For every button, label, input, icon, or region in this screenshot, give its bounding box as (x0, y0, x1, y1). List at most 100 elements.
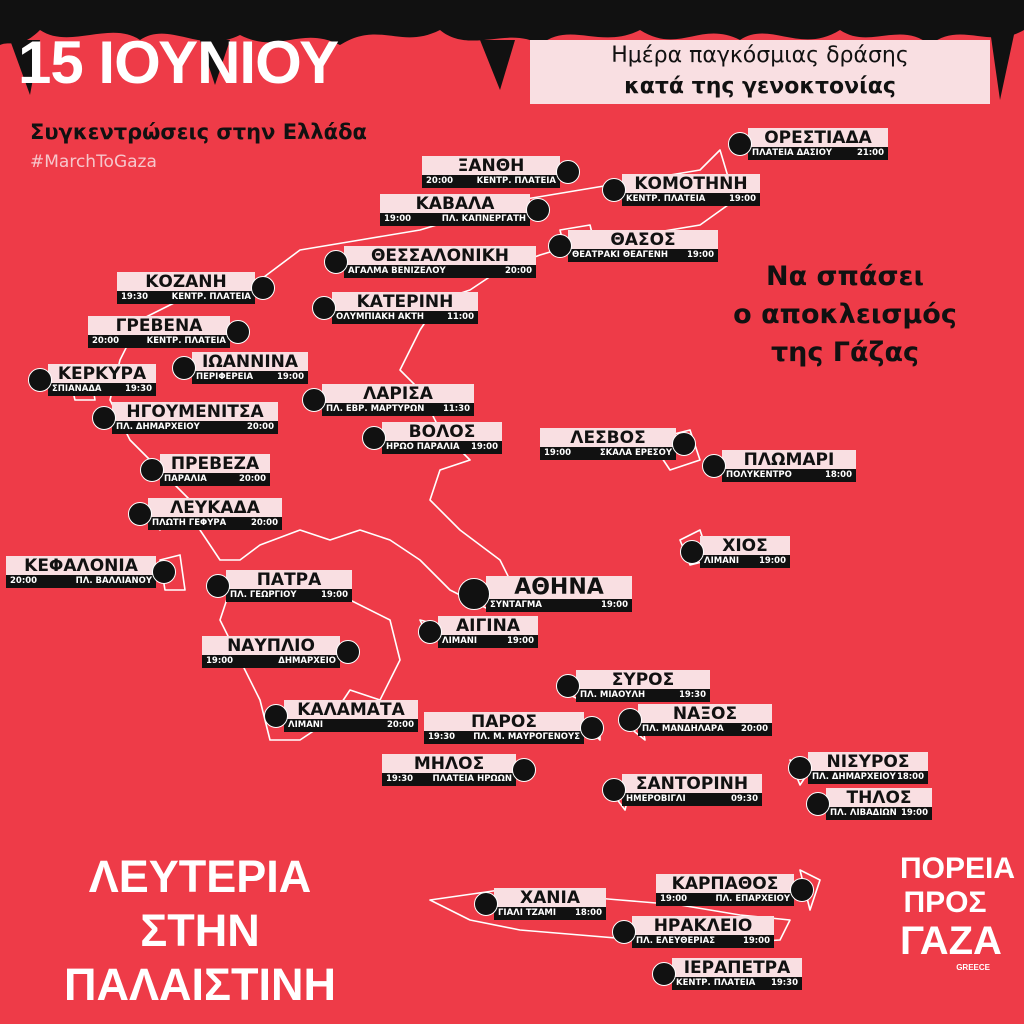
location-name: ΟΡΕΣΤΙΑΔΑ (748, 128, 888, 147)
location-details: ΛΙΜΑΝΙ 19:00 (700, 555, 790, 568)
time: 19:00 (384, 214, 412, 224)
location-dot (672, 432, 696, 456)
location-label: ΓΡΕΒΕΝΑ 20:00 ΚΕΝΤΡ. ΠΛΑΤΕΙΑ (88, 316, 230, 348)
location-label: ΙΩΑΝΝΙΝΑ ΠΕΡΙΦΕΡΕΙΑ 19:00 (192, 352, 308, 384)
location-dot (458, 578, 490, 610)
place: ΟΛΥΜΠΙΑΚΗ ΑΚΤΗ (336, 312, 425, 322)
location-details: 20:00 ΠΛ. ΒΑΛΛΙΑΝΟΥ (6, 575, 156, 588)
location-details: ΗΜΕΡΟΒΙΓΛΙ 09:30 (622, 793, 762, 806)
location-details: ΘΕΑΤΡΑΚΙ ΘΕΑΓΕΝΗ 19:00 (568, 249, 718, 262)
location-details: ΠΛ. ΛΙΒΑΔΙΩΝ 19:00 (826, 807, 932, 820)
time: 19:00 (600, 600, 628, 610)
location-name: ΙΕΡΑΠΕΤΡΑ (672, 958, 802, 977)
marching-silhouettes (0, 0, 1024, 100)
time: 20:00 (386, 720, 414, 730)
location-dot (128, 502, 152, 526)
location-name: ΚΑΡΠΑΘΟΣ (656, 874, 794, 893)
place: ΔΗΜΑΡΧΕΙΟ (278, 656, 336, 666)
place: ΠΑΡΑΛΙΑ (164, 474, 207, 484)
time: 19:30 (678, 690, 706, 700)
location-name: ΚΟΜΟΤΗΝΗ (622, 174, 760, 193)
place: ΚΕΝΤΡ. ΠΛΑΤΕΙΑ (676, 978, 756, 988)
place: ΣΠΙΑΝΑΔΑ (52, 384, 102, 394)
time: 19:00 (758, 556, 786, 566)
location-name: ΛΕΣΒΟΣ (540, 428, 676, 447)
location-label: ΤΗΛΟΣ ΠΛ. ΛΙΒΑΔΙΩΝ 19:00 (826, 788, 932, 820)
location-details: ΛΙΜΑΝΙ 20:00 (284, 719, 418, 732)
location-dot (680, 540, 704, 564)
location-dot (556, 160, 580, 184)
time: 20:00 (92, 336, 120, 346)
location-name: ΣΥΡΟΣ (576, 670, 710, 689)
time: 19:00 (900, 808, 928, 818)
location-label: ΘΕΣΣΑΛΟΝΙΚΗ ΑΓΑΛΜΑ ΒΕΝΙΖΕΛΟΥ 20:00 (344, 246, 536, 278)
slogan-line: ΣΤΗΝ (140, 905, 260, 956)
logo: ΠΟΡΕΙΑ ΠΡΟΣ ΓΑΖΑ GREECE (900, 852, 1015, 974)
location-details: 19:30 ΠΛ. Μ. ΜΑΥΡΟΓΕΝΟΥΣ (424, 731, 584, 744)
location-dot (728, 132, 752, 156)
location-dot (602, 778, 626, 802)
time: 09:30 (730, 794, 758, 804)
place: ΠΛ. ΓΕΩΡΓΙΟΥ (230, 590, 297, 600)
place: ΠΛ. ΕΒΡ. ΜΑΡΤΥΡΩΝ (326, 404, 425, 414)
location-details: 19:00 ΣΚΑΛΑ ΕΡΕΣΟΥ (540, 447, 676, 460)
location-dot (302, 388, 326, 412)
location-dot (140, 458, 164, 482)
time: 11:00 (446, 312, 474, 322)
location-dot (172, 356, 196, 380)
location-label: ΙΕΡΑΠΕΤΡΑ ΚΕΝΤΡ. ΠΛΑΤΕΙΑ 19:30 (672, 958, 802, 990)
location-name: ΘΕΣΣΑΛΟΝΙΚΗ (344, 246, 536, 265)
subtitle: Συγκεντρώσεις στην Ελλάδα (30, 120, 367, 144)
location-dot (790, 878, 814, 902)
location-details: ΠΟΛΥΚΕΝΤΡΟ 18:00 (722, 469, 856, 482)
time: 18:00 (574, 908, 602, 918)
location-dot (526, 198, 550, 222)
location-label: ΝΑΞΟΣ ΠΛ. ΜΑΝΔΗΛΑΡΑ 20:00 (638, 704, 772, 736)
location-name: ΚΟΖΑΝΗ (117, 272, 255, 291)
location-label: ΠΛΩΜΑΡΙ ΠΟΛΥΚΕΝΤΡΟ 18:00 (722, 450, 856, 482)
place: ΠΛ. Μ. ΜΑΥΡΟΓΕΝΟΥΣ (473, 732, 580, 742)
location-dot (418, 620, 442, 644)
location-name: ΧΑΝΙΑ (494, 888, 606, 907)
location-details: 19:00 ΠΛ. ΚΑΠΝΕΡΓΑΤΗ (380, 213, 530, 226)
slogan-line: ΠΑΛΑΙΣΤΙΝΗ (64, 959, 336, 1010)
logo-line: ΠΡΟΣ (903, 886, 987, 919)
location-name: ΚΕΡΚΥΡΑ (48, 364, 156, 383)
location-label: ΠΡΕΒΕΖΑ ΠΑΡΑΛΙΑ 20:00 (160, 454, 270, 486)
location-label: ΚΟΜΟΤΗΝΗ ΚΕΝΤΡ. ΠΛΑΤΕΙΑ 19:00 (622, 174, 760, 206)
place: ΠΛ. ΕΛΕΥΘΕΡΙΑΣ (636, 936, 716, 946)
location-label: ΚΟΖΑΝΗ 19:30 ΚΕΝΤΡ. ΠΛΑΤΕΙΑ (117, 272, 255, 304)
location-label: ΞΑΝΘΗ 20:00 ΚΕΝΤΡ. ΠΛΑΤΕΙΑ (422, 156, 560, 188)
location-label: ΚΑΛΑΜΑΤΑ ΛΙΜΑΝΙ 20:00 (284, 700, 418, 732)
location-dot (702, 454, 726, 478)
location-details: ΠΕΡΙΦΕΡΕΙΑ 19:00 (192, 371, 308, 384)
place: ΠΛ. ΚΑΠΝΕΡΓΑΤΗ (441, 214, 526, 224)
slogan-line: Να σπάσει (765, 261, 925, 292)
location-name: ΚΑΛΑΜΑΤΑ (284, 700, 418, 719)
place: ΣΚΑΛΑ ΕΡΕΣΟΥ (599, 448, 672, 458)
time: 19:00 (544, 448, 572, 458)
location-label: ΚΑΤΕΡΙΝΗ ΟΛΥΜΠΙΑΚΗ ΑΚΤΗ 11:00 (332, 292, 478, 324)
location-details: ΠΛ. ΔΗΜΑΡΧΕΙΟΥ 18:00 (808, 771, 928, 784)
time: 19:30 (428, 732, 456, 742)
place: ΠΛ. ΕΠΑΡΧΕΙΟΥ (715, 894, 790, 904)
location-details: ΠΛ. ΜΑΝΔΗΛΑΡΑ 20:00 (638, 723, 772, 736)
location-label: ΘΑΣΟΣ ΘΕΑΤΡΑΚΙ ΘΕΑΓΕΝΗ 19:00 (568, 230, 718, 262)
location-details: 19:30 ΚΕΝΤΡ. ΠΛΑΤΕΙΑ (117, 291, 255, 304)
logo-line: GREECE (956, 963, 990, 972)
place: ΠΛ. ΔΗΜΑΡΧΕΙΟΥ (116, 422, 200, 432)
place: ΚΕΝΤΡ. ΠΛΑΤΕΙΑ (171, 292, 251, 302)
location-dot (548, 234, 572, 258)
location-label: ΧΑΝΙΑ ΓΙΑΛΙ ΤΖΑΜΙ 18:00 (494, 888, 606, 920)
location-label: ΗΓΟΥΜΕΝΙΤΣΑ ΠΛ. ΔΗΜΑΡΧΕΙΟΥ 20:00 (112, 402, 278, 434)
location-name: ΠΡΕΒΕΖΑ (160, 454, 270, 473)
location-name: ΗΓΟΥΜΕΝΙΤΣΑ (112, 402, 278, 421)
location-dot (362, 426, 386, 450)
location-label: ΣΑΝΤΟΡΙΝΗ ΗΜΕΡΟΒΙΓΛΙ 09:30 (622, 774, 762, 806)
time: 18:00 (824, 470, 852, 480)
location-details: ΠΛ. ΜΙΑΟΥΛΗ 19:30 (576, 689, 710, 702)
location-dot (251, 276, 275, 300)
banner-line: κατά της γενοκτονίας (624, 74, 896, 99)
time: 19:30 (770, 978, 798, 988)
